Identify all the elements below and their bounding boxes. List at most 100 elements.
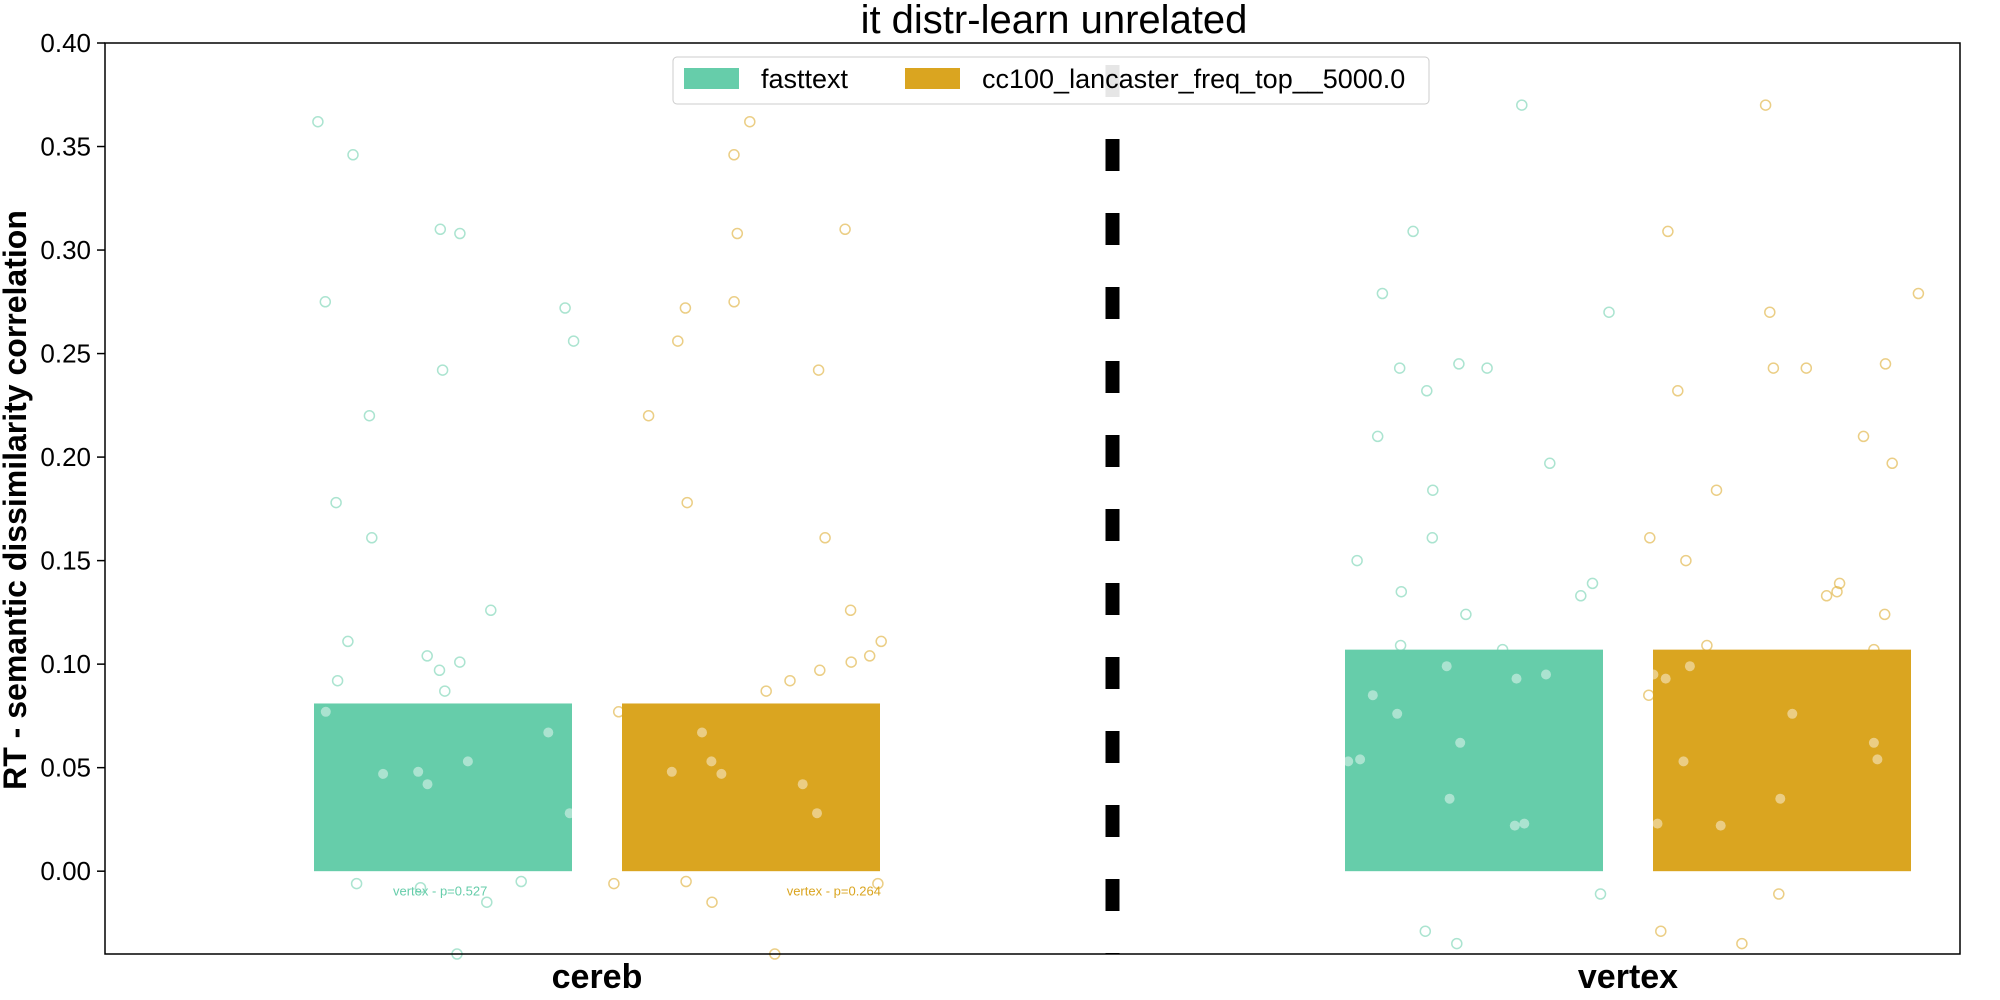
point-0-0-28 bbox=[414, 881, 427, 894]
legend-label-0: fasttext bbox=[761, 64, 849, 94]
point-0-1-6 bbox=[1481, 362, 1493, 374]
point-1-1-32 bbox=[1736, 937, 1748, 950]
point-0-1-7 bbox=[1421, 385, 1433, 397]
point-1-1-0 bbox=[1759, 99, 1772, 111]
point-0-1-12 bbox=[1351, 554, 1363, 567]
point-0-1-21 bbox=[1511, 673, 1522, 684]
bar-0-1 bbox=[1345, 649, 1603, 872]
point-0-1-25 bbox=[1355, 754, 1366, 765]
point-0-1-5 bbox=[1393, 362, 1406, 374]
point-1-0-7 bbox=[812, 364, 825, 376]
point-1-1-11 bbox=[1644, 532, 1656, 544]
point-0-0-11 bbox=[515, 875, 527, 888]
point-1-1-8 bbox=[1857, 430, 1870, 443]
point-0-0-18 bbox=[454, 656, 466, 668]
point-1-1-10 bbox=[1710, 484, 1723, 496]
point-0-0-8 bbox=[462, 756, 473, 767]
bar-1-1 bbox=[1653, 649, 1911, 872]
point-0-0-25 bbox=[422, 779, 433, 790]
point-0-0-0 bbox=[434, 223, 447, 236]
point-1-0-23 bbox=[797, 779, 808, 790]
y-axis-label: RT - semantic dissimilarity correlation bbox=[0, 210, 33, 790]
point-1-1-14 bbox=[1831, 585, 1843, 598]
point-1-0-4 bbox=[728, 296, 740, 308]
y-tick-label-3: 0.15 bbox=[40, 546, 91, 576]
point-0-0-16 bbox=[485, 604, 497, 617]
point-0-1-31 bbox=[1419, 925, 1432, 937]
point-1-0-28 bbox=[706, 896, 718, 908]
point-1-1-16 bbox=[1878, 608, 1891, 621]
point-1-0-9 bbox=[681, 496, 693, 509]
point-0-0-9 bbox=[413, 766, 424, 777]
point-1-1-13 bbox=[1833, 577, 1846, 590]
point-1-1-4 bbox=[1879, 358, 1892, 370]
point-0-0-22 bbox=[559, 302, 571, 314]
point-0-1-20 bbox=[1541, 669, 1551, 680]
point-0-1-22 bbox=[1367, 690, 1378, 701]
point-1-0-2 bbox=[839, 223, 851, 236]
point-1-0-10 bbox=[819, 532, 831, 544]
point-1-1-21 bbox=[1660, 673, 1671, 684]
chart-title: it distr-learn unrelated bbox=[861, 0, 1248, 42]
legend-swatch-0 bbox=[684, 68, 739, 89]
point-1-1-30 bbox=[1773, 888, 1785, 900]
point-0-0-14 bbox=[436, 364, 449, 376]
point-0-0-5 bbox=[439, 685, 451, 697]
point-0-0-24 bbox=[331, 674, 344, 687]
y-tick-label-4: 0.20 bbox=[40, 442, 91, 472]
point-0-1-10 bbox=[1427, 484, 1439, 496]
bar-0-0 bbox=[314, 703, 572, 872]
y-tick-label-8: 0.40 bbox=[40, 28, 91, 58]
legend[interactable]: fasttext cc100_lancaster_freq_top__5000.0 bbox=[672, 56, 1430, 105]
point-1-1-2 bbox=[1912, 287, 1925, 300]
point-0-0-12 bbox=[481, 896, 493, 908]
y-tick-label-5: 0.25 bbox=[40, 339, 91, 369]
point-1-0-27 bbox=[608, 877, 620, 890]
point-0-0-23 bbox=[567, 335, 580, 347]
point-1-0-20 bbox=[706, 756, 717, 767]
point-0-1-4 bbox=[1453, 358, 1465, 370]
point-0-0-2 bbox=[330, 496, 342, 509]
point-1-1-26 bbox=[1678, 756, 1689, 767]
point-1-0-0 bbox=[744, 115, 756, 128]
point-0-0-3 bbox=[366, 532, 378, 544]
point-1-1-15 bbox=[1820, 590, 1833, 602]
point-1-0-3 bbox=[731, 227, 744, 240]
point-1-1-7 bbox=[1672, 385, 1684, 397]
point-0-1-3 bbox=[1603, 306, 1615, 318]
point-1-1-12 bbox=[1680, 554, 1692, 567]
point-1-1-28 bbox=[1652, 818, 1663, 829]
point-1-0-24 bbox=[812, 808, 822, 819]
annotations-layer: vertex - p=0.527 vertex - p=0.264 bbox=[393, 884, 881, 899]
point-1-0-25 bbox=[680, 875, 692, 888]
point-1-0-6 bbox=[672, 335, 684, 347]
point-1-0-8 bbox=[642, 409, 655, 422]
point-1-1-24 bbox=[1868, 737, 1879, 748]
point-0-0-19 bbox=[433, 664, 446, 677]
point-1-1-3 bbox=[1764, 306, 1776, 318]
point-1-0-14 bbox=[845, 656, 857, 668]
point-0-1-1 bbox=[1407, 225, 1419, 238]
x-tick-label-cereb: cereb bbox=[552, 958, 643, 996]
point-1-1-31 bbox=[1655, 925, 1667, 937]
point-0-0-6 bbox=[320, 706, 331, 717]
point-0-1-23 bbox=[1392, 708, 1403, 719]
point-1-0-18 bbox=[612, 706, 625, 718]
point-1-1-25 bbox=[1872, 754, 1883, 765]
y-tick-label-0: 0.00 bbox=[40, 856, 91, 886]
points-layer bbox=[312, 99, 1925, 960]
legend-swatch-1 bbox=[905, 68, 960, 89]
point-0-1-15 bbox=[1575, 590, 1587, 602]
point-0-1-24 bbox=[1455, 737, 1466, 748]
bars-layer bbox=[314, 649, 1911, 872]
point-0-1-14 bbox=[1395, 585, 1408, 598]
point-1-0-16 bbox=[784, 674, 796, 687]
point-0-1-2 bbox=[1376, 287, 1389, 300]
point-0-1-19 bbox=[1441, 661, 1452, 672]
point-1-0-12 bbox=[875, 635, 887, 648]
point-1-1-20 bbox=[1648, 669, 1659, 680]
point-1-0-26 bbox=[872, 877, 884, 890]
point-0-1-32 bbox=[1451, 937, 1463, 950]
point-1-1-22 bbox=[1643, 689, 1655, 701]
